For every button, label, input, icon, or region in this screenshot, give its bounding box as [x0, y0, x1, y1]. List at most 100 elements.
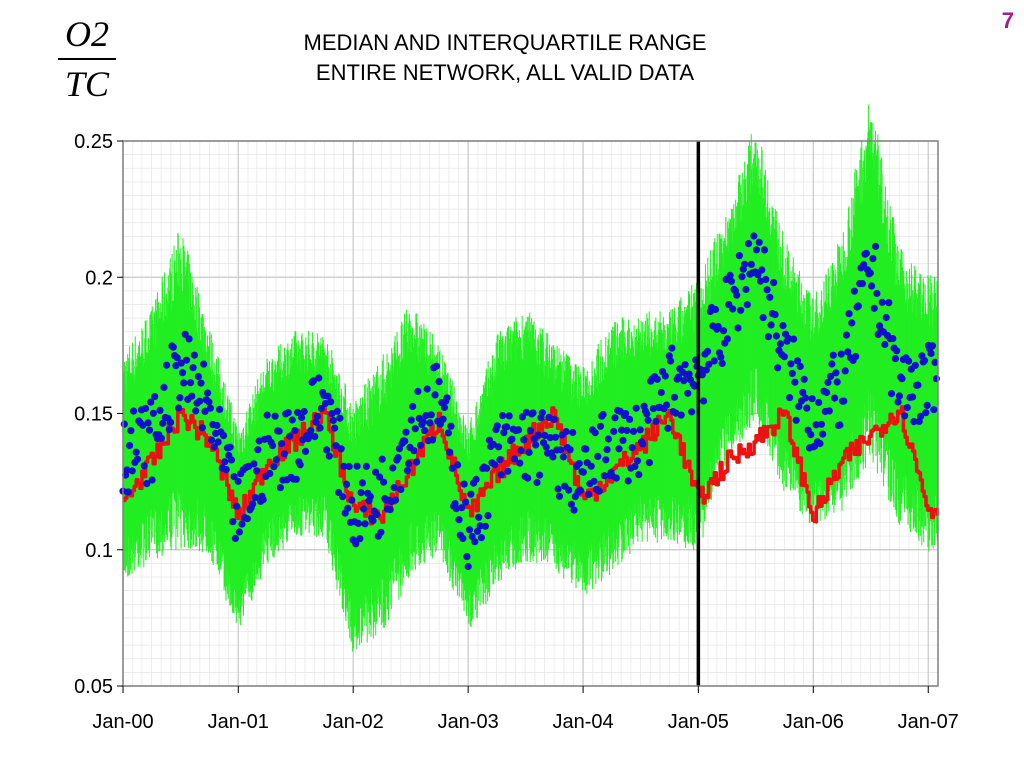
data-point [201, 407, 209, 415]
data-point [532, 441, 540, 449]
data-point [628, 444, 636, 452]
data-point [538, 409, 546, 417]
data-point [230, 473, 238, 481]
data-point [238, 520, 246, 528]
data-point [263, 411, 271, 419]
data-point [294, 408, 302, 416]
data-point [674, 373, 683, 381]
fraction-denominator: TC [64, 64, 110, 104]
data-point [579, 468, 587, 476]
data-point [894, 398, 902, 406]
data-point [362, 462, 370, 470]
data-point [824, 378, 832, 387]
data-point [780, 353, 788, 361]
data-point [723, 335, 732, 343]
data-point [462, 498, 470, 506]
data-point [727, 277, 736, 285]
data-point [743, 301, 751, 309]
data-point [208, 436, 216, 444]
data-point [698, 371, 706, 379]
data-point [860, 261, 868, 269]
data-point [219, 432, 228, 440]
data-point [182, 356, 191, 364]
data-point [266, 469, 274, 478]
data-point [873, 289, 881, 298]
data-point [178, 369, 187, 377]
data-point [194, 372, 202, 381]
data-point [829, 351, 837, 359]
data-point [612, 474, 620, 482]
data-point [315, 374, 323, 382]
data-point [352, 540, 360, 548]
data-point [503, 423, 511, 431]
data-point [204, 389, 212, 397]
data-point [932, 375, 941, 383]
data-point [565, 486, 573, 494]
data-point [795, 402, 803, 411]
data-point [414, 387, 422, 395]
data-point [169, 343, 177, 351]
data-point [905, 357, 913, 365]
x-tick-label: Jan-03 [438, 711, 499, 733]
data-point [745, 240, 753, 248]
data-point [685, 370, 693, 378]
data-point [173, 354, 181, 362]
data-point [403, 467, 411, 475]
data-point [254, 446, 262, 454]
data-point [717, 353, 725, 361]
data-point [559, 453, 568, 461]
data-point [452, 505, 460, 513]
data-point [344, 504, 352, 512]
data-point [590, 477, 598, 485]
data-point [844, 348, 852, 356]
data-point [791, 378, 799, 386]
data-point [312, 418, 320, 426]
data-point [190, 351, 198, 359]
chart-title-line-1: MEDIAN AND INTERQUARTILE RANGE [303, 30, 707, 55]
y-tick-label: 0.25 [74, 131, 113, 153]
data-point [402, 428, 410, 436]
data-point [661, 372, 669, 380]
data-point [300, 407, 308, 416]
data-point [870, 304, 878, 312]
data-point [911, 361, 919, 369]
data-point [524, 474, 532, 482]
data-point [690, 382, 699, 390]
data-point [738, 273, 746, 281]
data-point [718, 359, 726, 367]
data-point [850, 287, 859, 295]
data-point [353, 462, 361, 470]
data-point [226, 443, 234, 451]
data-point [787, 360, 795, 368]
data-point [882, 313, 890, 322]
data-point [639, 440, 647, 448]
data-point [868, 282, 876, 290]
data-point [752, 246, 761, 254]
data-point [557, 446, 565, 454]
data-point [664, 424, 672, 432]
data-point [222, 466, 230, 474]
data-point [291, 427, 299, 435]
data-point [878, 298, 886, 306]
data-point [772, 332, 781, 340]
data-point [881, 340, 889, 349]
data-point [435, 378, 443, 386]
data-point [663, 401, 671, 409]
data-point [394, 454, 402, 462]
data-point [825, 407, 833, 415]
data-point [386, 506, 394, 514]
data-point [177, 359, 185, 367]
data-point [779, 322, 787, 330]
data-point [622, 410, 630, 418]
data-point [587, 462, 595, 470]
data-point [823, 388, 831, 397]
data-point [280, 450, 288, 458]
data-point [734, 324, 742, 332]
data-point [366, 493, 374, 501]
data-point [831, 394, 839, 402]
data-point [910, 418, 918, 426]
data-point [852, 352, 860, 361]
data-point [250, 460, 258, 468]
data-point [657, 388, 665, 397]
